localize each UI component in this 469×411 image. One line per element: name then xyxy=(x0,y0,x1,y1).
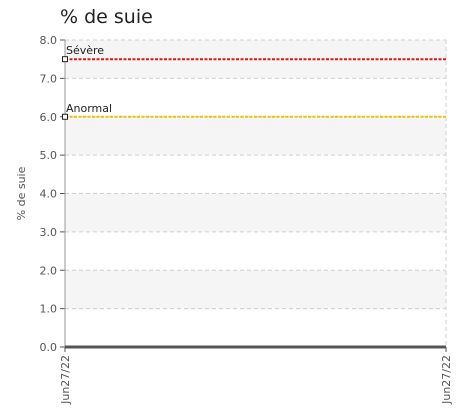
y-tick-label: 6.0 xyxy=(40,111,58,124)
y-tick-label: 7.0 xyxy=(40,72,58,85)
x-tick-label: Jun27/22 xyxy=(59,355,72,405)
threshold-label: Sévère xyxy=(66,44,104,57)
chart-title: % de suie xyxy=(60,6,153,28)
y-tick-label: 0.0 xyxy=(40,341,58,354)
x-tick-label: Jun27/22 xyxy=(440,355,453,405)
y-tick-label: 3.0 xyxy=(40,226,58,239)
grid-band xyxy=(65,116,446,156)
threshold-marker xyxy=(62,113,68,120)
y-tick-label: 4.0 xyxy=(40,188,58,201)
grid-band xyxy=(65,193,446,232)
y-tick-label: 1.0 xyxy=(40,303,58,316)
y-tick-label: 8.0 xyxy=(40,34,58,47)
threshold-marker xyxy=(62,56,68,63)
y-tick-label: 5.0 xyxy=(40,149,58,162)
grid-band xyxy=(65,270,446,309)
y-tick-label: 2.0 xyxy=(40,264,58,277)
threshold-label: Anormal xyxy=(66,102,112,115)
y-axis-label: % de suie xyxy=(15,166,28,220)
